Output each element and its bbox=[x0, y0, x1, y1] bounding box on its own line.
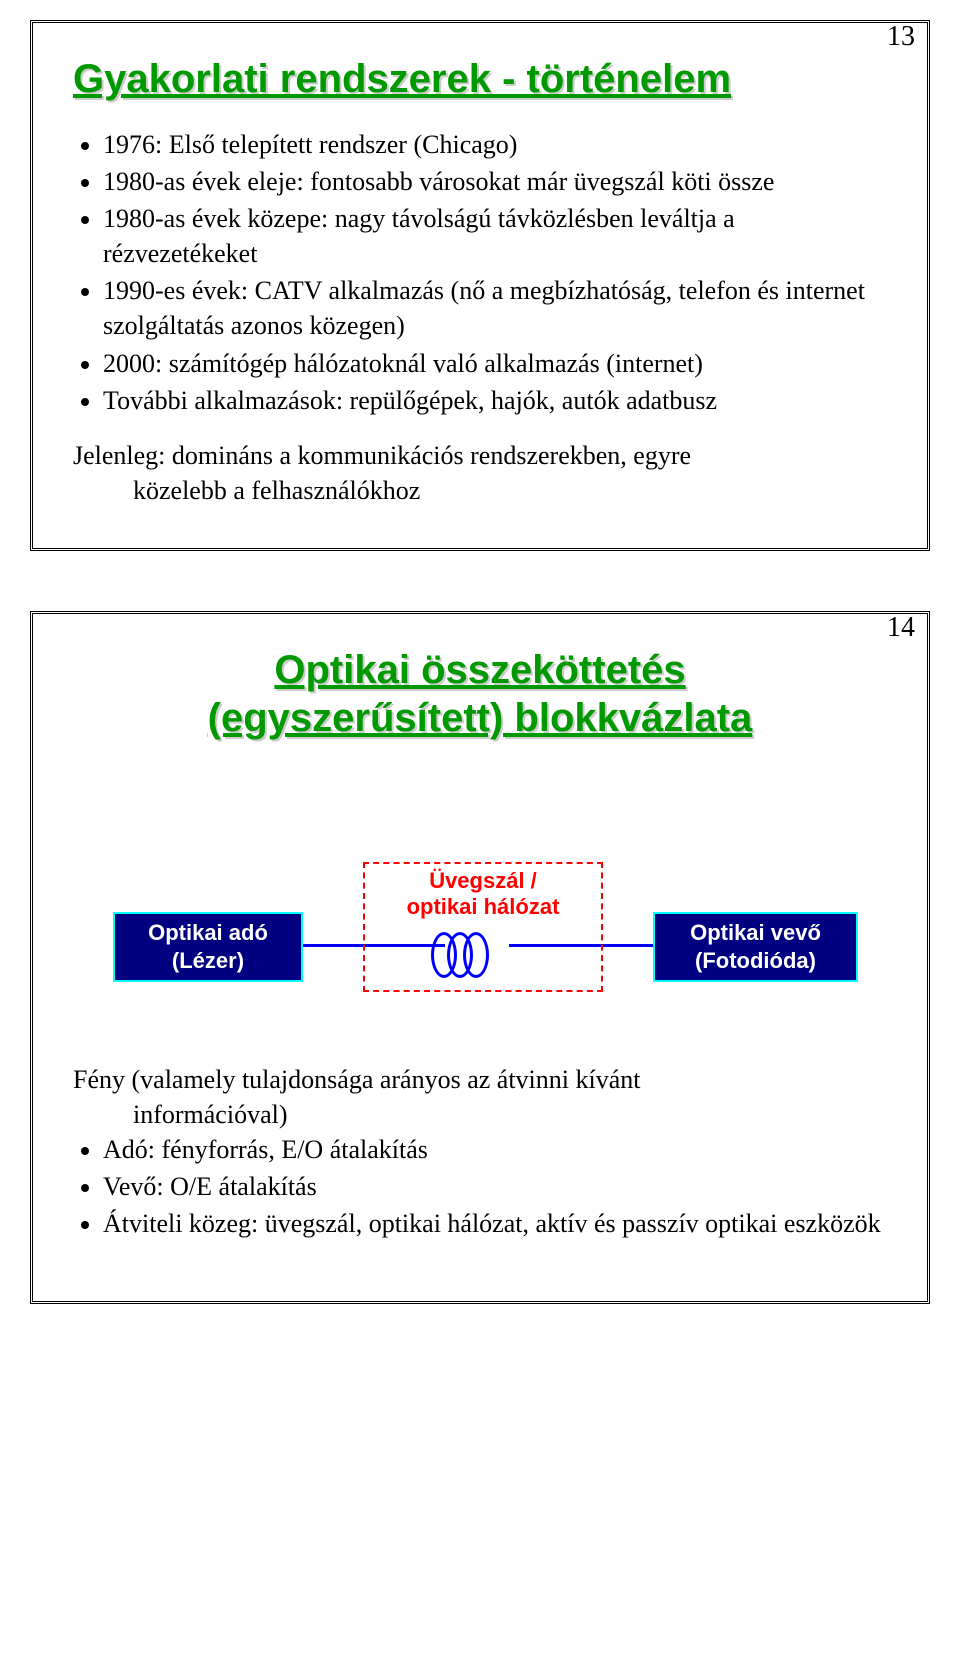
slide-title: Gyakorlati rendszerek - történelem bbox=[73, 55, 887, 103]
slide-title: Optikai összeköttetés (egyszerűsített) b… bbox=[73, 646, 887, 742]
tx-line2: (Lézer) bbox=[172, 948, 244, 973]
page-number: 14 bbox=[887, 612, 915, 644]
bullet-list: 1976: Első telepített rendszer (Chicago)… bbox=[73, 127, 887, 418]
body-line1: Fény (valamely tulajdonsága arányos az á… bbox=[73, 1065, 641, 1094]
title-line1: Optikai összeköttetés bbox=[274, 648, 685, 692]
list-item: További alkalmazások: repülőgépek, hajók… bbox=[103, 383, 887, 418]
title-line2: (egyszerűsített) blokkvázlata bbox=[208, 696, 753, 740]
fiber-label-line2: optikai hálózat bbox=[407, 894, 560, 919]
page-number: 13 bbox=[887, 21, 915, 53]
summary-line2: közelebb a felhasználókhoz bbox=[73, 473, 887, 508]
list-item: 1976: Első telepített rendszer (Chicago) bbox=[103, 127, 887, 162]
receiver-node: Optikai vevő (Fotodióda) bbox=[653, 912, 858, 982]
fiber-coil-icon bbox=[441, 932, 489, 978]
body-paragraph: Fény (valamely tulajdonsága arányos az á… bbox=[73, 1062, 887, 1132]
body-line2: információval) bbox=[73, 1097, 887, 1132]
list-item: 1990-es évek: CATV alkalmazás (nő a megb… bbox=[103, 273, 887, 343]
block-diagram: Üvegszál / optikai hálózat Optikai adó (… bbox=[73, 772, 887, 1032]
bullet-list: Adó: fényforrás, E/O átalakítás Vevő: O/… bbox=[73, 1132, 887, 1241]
list-item: Átviteli közeg: üvegszál, optikai hálóza… bbox=[103, 1206, 887, 1241]
tx-line1: Optikai adó bbox=[148, 920, 268, 945]
slide-14: 14 Optikai összeköttetés (egyszerűsített… bbox=[30, 611, 930, 1304]
list-item: Adó: fényforrás, E/O átalakítás bbox=[103, 1132, 887, 1167]
transmitter-node: Optikai adó (Lézer) bbox=[113, 912, 303, 982]
rx-line1: Optikai vevő bbox=[690, 920, 821, 945]
fiber-label-line1: Üvegszál / bbox=[429, 868, 537, 893]
list-item: 1980-as évek eleje: fontosabb városokat … bbox=[103, 164, 887, 199]
list-item: 2000: számítógép hálózatoknál való alkal… bbox=[103, 346, 887, 381]
summary-paragraph: Jelenleg: domináns a kommunikációs rends… bbox=[73, 438, 887, 508]
rx-line2: (Fotodióda) bbox=[695, 948, 816, 973]
slide-13: 13 Gyakorlati rendszerek - történelem 19… bbox=[30, 20, 930, 551]
list-item: Vevő: O/E átalakítás bbox=[103, 1169, 887, 1204]
list-item: 1980-as évek közepe: nagy távolságú távk… bbox=[103, 201, 887, 271]
fiber-label: Üvegszál / optikai hálózat bbox=[373, 868, 593, 921]
summary-line1: Jelenleg: domináns a kommunikációs rends… bbox=[73, 441, 691, 470]
